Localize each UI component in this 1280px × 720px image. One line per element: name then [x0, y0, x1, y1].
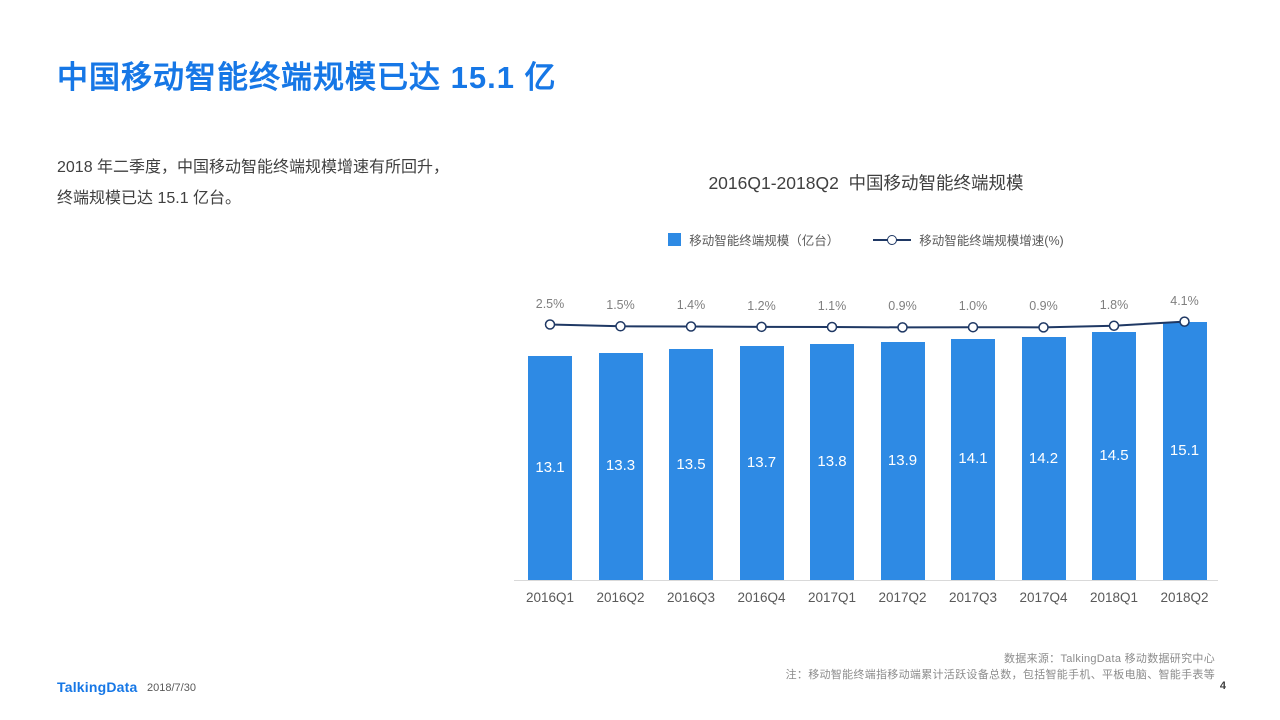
growth-marker — [967, 321, 979, 333]
page-number: 4 — [1219, 680, 1226, 692]
x-axis-label: 2018Q2 — [1160, 590, 1209, 605]
bar — [880, 342, 925, 580]
growth-value-label: 1.2% — [747, 298, 776, 313]
bar-series-legend-label: 移动智能终端规模（亿台） — [689, 234, 840, 248]
growth-marker — [615, 321, 626, 332]
x-axis-label: 2018Q1 — [1089, 590, 1139, 605]
growth-marker — [1108, 320, 1120, 332]
talkingdata-logo: TalkingData — [57, 679, 138, 695]
growth-value-label: 0.9% — [888, 299, 917, 314]
line-series-legend-label: 移动智能终端规模增速(%) — [919, 234, 1064, 248]
bar — [739, 345, 784, 580]
bar — [1162, 321, 1207, 580]
bar-value-label: 14.1 — [958, 450, 988, 468]
x-axis-label: 2017Q3 — [948, 590, 998, 605]
bar — [1092, 332, 1136, 580]
growth-value-label: 1.4% — [676, 298, 706, 313]
chart-legend: 移动智能终端规模（亿台） 移动智能终端规模增速(%) — [514, 230, 1218, 249]
growth-value-label: 1.1% — [817, 299, 847, 314]
bar — [1021, 337, 1066, 580]
x-axis-label: 2016Q4 — [737, 590, 786, 605]
bar-value-label: 14.2 — [1028, 449, 1059, 467]
x-axis-label: 2016Q3 — [666, 590, 716, 605]
growth-marker — [544, 319, 556, 330]
growth-value-label: 1.5% — [606, 298, 635, 313]
growth-value-label: 2.5% — [535, 296, 565, 311]
data-source: 数据来源：TalkingData 移动数据研究中心 — [1003, 653, 1215, 665]
growth-value-label: 4.1% — [1170, 293, 1199, 308]
growth-line — [549, 320, 1185, 329]
bar-series-swatch-icon — [668, 233, 682, 246]
growth-marker — [1038, 322, 1049, 333]
line-series-marker-icon — [873, 234, 912, 245]
page-title: 中国移动智能终端规模已达 15.1 亿 — [57, 60, 557, 95]
x-axis-label: 2017Q2 — [878, 590, 927, 605]
line-marker-dot-icon — [887, 234, 898, 245]
x-axis-label: 2017Q4 — [1019, 590, 1068, 605]
bar-value-label: 13.5 — [676, 455, 706, 473]
bar — [598, 352, 643, 580]
bar-value-label: 13.3 — [605, 457, 636, 475]
growth-marker — [897, 322, 908, 333]
legend-item-bar-series: 移动智能终端规模（亿台） — [668, 230, 839, 249]
footnote: 注：移动智能终端指移动端累计活跃设备总数，包括智能手机、平板电脑、智能手表等 — [785, 669, 1215, 681]
bar — [810, 344, 854, 580]
growth-marker — [685, 321, 697, 332]
growth-line-chart — [544, 316, 1190, 333]
bar-value-label: 15.1 — [1169, 441, 1200, 459]
chart-title: 2016Q1-2018Q2 中国移动智能终端规模 — [708, 173, 1024, 193]
bar-value-label: 13.8 — [817, 453, 847, 470]
growth-value-label: 1.8% — [1099, 297, 1129, 312]
growth-marker — [826, 321, 838, 333]
slide-date: 2018/7/30 — [147, 682, 196, 694]
growth-marker — [1179, 316, 1190, 327]
bar — [669, 349, 713, 580]
plot-area: 13.1 13.3 13.5 13.7 13.8 13.9 14.1 14.2 14.5 15.1… — [514, 280, 1218, 612]
bar-value-label: 14.5 — [1099, 447, 1129, 465]
bar-value-label: 13.7 — [746, 453, 777, 471]
legend-item-line-series: 移动智能终端规模增速(%) — [873, 230, 1064, 249]
growth-value-label: 1.0% — [958, 299, 988, 314]
bar — [528, 355, 572, 580]
growth-marker — [756, 321, 767, 333]
x-axis-line — [514, 580, 1218, 581]
x-axis-label: 2017Q1 — [807, 590, 857, 605]
x-axis-label: 2016Q2 — [596, 590, 645, 605]
bar-value-label: 13.9 — [887, 452, 918, 470]
growth-value-label: 0.9% — [1029, 299, 1058, 314]
slide-description: 2018 年二季度，中国移动智能终端规模增速有所回升，终端规模已达 15.1 亿… — [57, 159, 450, 208]
bar-value-label: 13.1 — [535, 458, 565, 476]
x-axis-label: 2016Q1 — [525, 590, 575, 605]
bar — [951, 338, 995, 580]
